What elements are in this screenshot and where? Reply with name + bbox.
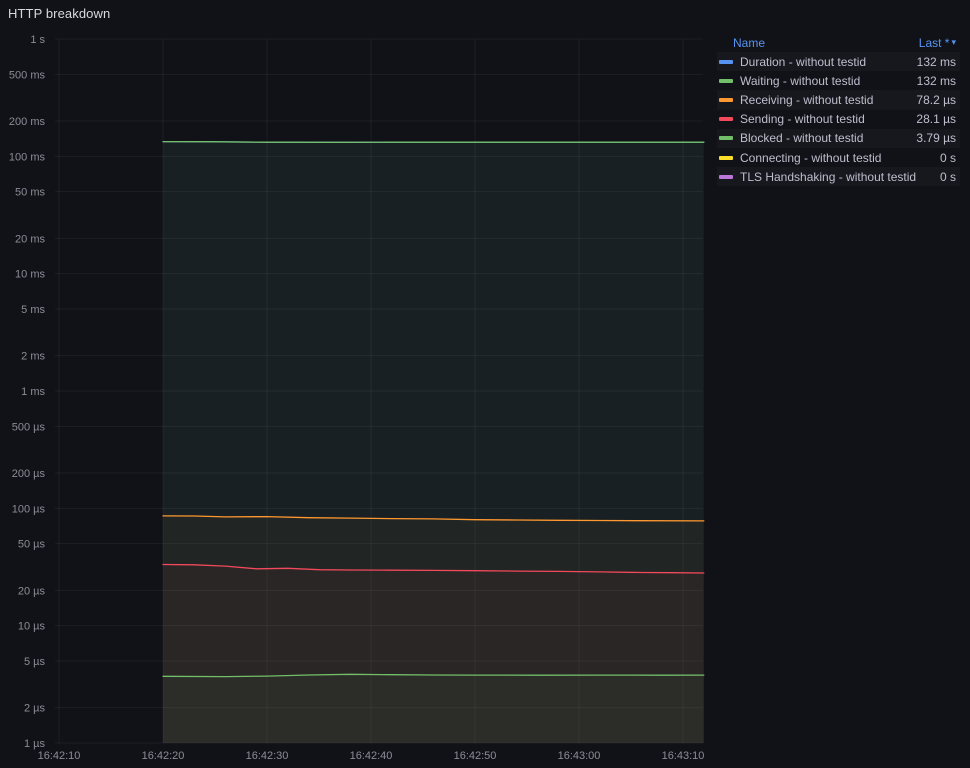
y-axis-tick-label: 1 s — [30, 34, 45, 46]
series-line — [162, 563, 705, 574]
y-axis-tick-label: 2 µs — [24, 703, 46, 715]
legend-row[interactable]: Waiting - without testid 132 ms — [717, 71, 960, 90]
time-series-chart[interactable]: 1 s 500 ms 200 ms 100 ms 50 ms 20 ms 10 ms 5 ms… — [0, 0, 720, 768]
x-axis-tick-label: 16:43:00 — [558, 750, 601, 762]
legend-row[interactable]: Duration - without testid 132 ms — [717, 52, 960, 72]
series-line — [162, 673, 705, 678]
y-axis-tick-label: 20 µs — [18, 585, 46, 597]
x-axis-tick-label: 16:42:20 — [142, 750, 185, 762]
y-axis-tick-label: 1 ms — [21, 386, 45, 398]
series-label[interactable]: Connecting - without testid — [740, 150, 882, 165]
x-axis-tick-label: 16:43:10 — [662, 750, 705, 762]
y-axis-tick-label: 50 µs — [18, 539, 46, 551]
panel-title: HTTP breakdown — [8, 6, 111, 21]
y-axis-tick-label: 200 ms — [9, 116, 46, 128]
series-color-swatch[interactable] — [719, 78, 733, 83]
series-color-swatch[interactable] — [719, 136, 733, 141]
x-axis-tick-label: 16:42:10 — [38, 750, 81, 762]
series-last-value: 132 ms — [916, 73, 956, 88]
legend-rows: Duration - without testid 132 ms Waiting -… — [717, 52, 960, 187]
legend-row[interactable]: Receiving - without testid 78.2 µs — [717, 90, 960, 110]
series-line — [162, 140, 705, 143]
series-label[interactable]: TLS Handshaking - without testid — [740, 169, 917, 184]
sort-desc-icon: ▾ — [951, 37, 956, 47]
series-last-value: 28.1 µs — [916, 112, 956, 127]
series-label[interactable]: Sending - without testid — [740, 112, 865, 127]
series-last-value: 132 ms — [916, 54, 956, 69]
y-axis-tick-label: 5 ms — [21, 304, 45, 316]
series-line — [162, 515, 705, 522]
y-axis-tick-label: 20 ms — [15, 233, 45, 245]
legend-row[interactable]: TLS Handshaking - without testid 0 s — [717, 167, 960, 187]
y-axis-tick-label: 2 ms — [21, 351, 45, 363]
series-area-fill — [163, 141, 704, 744]
y-axis-tick-label: 500 ms — [9, 69, 46, 81]
series-area-fill — [163, 564, 704, 743]
series-last-value: 0 s — [939, 169, 956, 184]
y-axis-tick-label: 1 µs — [24, 738, 46, 750]
y-axis-tick-label: 5 µs — [24, 656, 46, 668]
x-axis-tick-label: 16:42:40 — [350, 750, 393, 762]
legend-header: Name Last * ▾ — [717, 33, 960, 52]
y-axis-tick-label: 50 ms — [15, 187, 45, 199]
y-axis-tick-label: 200 µs — [12, 468, 46, 480]
y-axis-tick-label: 500 µs — [12, 421, 46, 433]
series-area-fill — [163, 141, 704, 744]
series-area-fill — [163, 515, 704, 743]
y-axis-tick-label: 100 ms — [9, 151, 46, 163]
series-area-fill — [163, 674, 704, 743]
legend-name-header[interactable]: Name — [733, 35, 766, 50]
series-label[interactable]: Waiting - without testid — [740, 73, 861, 88]
series-color-swatch[interactable] — [719, 59, 733, 64]
legend-last-header[interactable]: Last * ▾ — [919, 36, 956, 50]
series-last-value: 0 s — [939, 150, 956, 165]
series-color-swatch[interactable] — [719, 117, 733, 122]
y-axis-tick-label: 10 µs — [18, 621, 46, 633]
y-axis-tick-label: 100 µs — [12, 503, 46, 515]
legend-row[interactable]: Blocked - without testid 3.79 µs — [717, 128, 960, 148]
series-label[interactable]: Receiving - without testid — [740, 92, 874, 107]
series-color-swatch[interactable] — [719, 174, 733, 179]
legend: Name Last * ▾ Duration - without testid 1… — [717, 33, 960, 187]
series-last-value: 78.2 µs — [916, 92, 956, 107]
x-axis-tick-label: 16:42:50 — [454, 750, 497, 762]
legend-last-header-label: Last * — [918, 35, 950, 50]
x-axis-tick-label: 16:42:30 — [246, 750, 289, 762]
series-label[interactable]: Duration - without testid — [740, 54, 867, 69]
series-last-value: 3.79 µs — [916, 131, 956, 146]
legend-row[interactable]: Connecting - without testid 0 s — [717, 148, 960, 167]
series-color-swatch[interactable] — [719, 155, 733, 160]
series-color-swatch[interactable] — [719, 97, 733, 102]
series-label[interactable]: Blocked - without testid — [740, 131, 864, 146]
legend-row[interactable]: Sending - without testid 28.1 µs — [717, 110, 960, 129]
y-axis-tick-label: 10 ms — [15, 269, 45, 281]
